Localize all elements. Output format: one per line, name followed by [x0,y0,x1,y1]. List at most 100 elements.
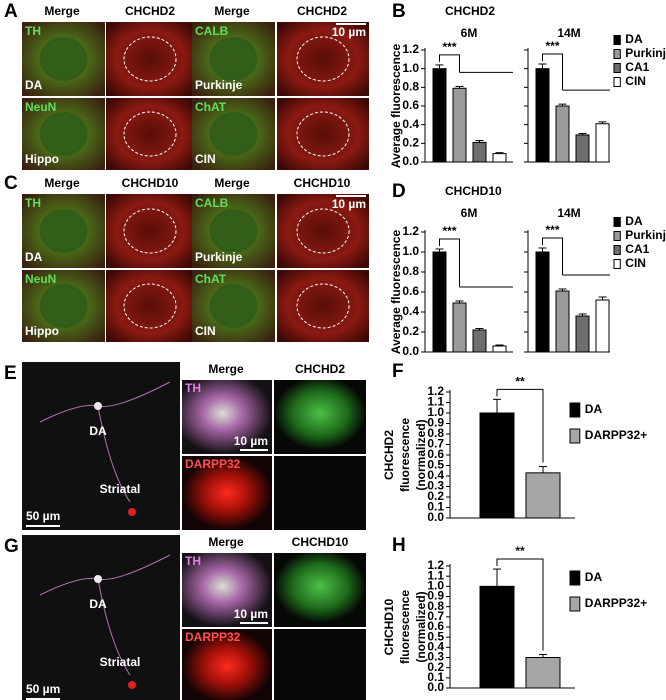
bar [452,87,467,163]
significance-bracket [542,237,563,275]
y-axis-label: Average fluorescence [389,230,403,355]
chart-title: CHCHD2 [445,4,495,18]
red-image [106,22,194,96]
bar [525,657,561,689]
y-axis-label: fluorescence [398,590,412,664]
bar [555,290,570,353]
column-header: CHCHD2 [297,4,347,18]
green-image [274,629,366,700]
y-tick-label: 0.4 [402,117,419,131]
cell-outline [123,283,177,329]
stain-label: TH [25,24,41,38]
stain-label: NeuN [25,100,56,114]
y-tick-label: 0.0 [427,510,444,524]
cell-body [39,37,88,81]
cell-label: CIN [195,152,216,166]
cell-outline [296,208,350,254]
y-tick-label: 0.4 [427,640,444,654]
legend-label: DARPP32+ [585,428,647,442]
cell-label: Purkinje [195,250,243,264]
legend-swatch [613,63,621,73]
stain-label: DARPP32 [185,630,241,644]
y-tick-label: 0.0 [427,680,444,694]
y-tick-label: 0.8 [427,426,444,440]
cell-body [39,284,88,328]
column-header: Merge [44,4,80,18]
y-tick-label: 0.2 [427,489,444,503]
significance-bracket [542,53,563,91]
cell-label: Hippo [25,324,59,338]
legend-label: CA1 [625,242,649,256]
y-tick-label: 0.1 [427,500,444,514]
y-tick-label: 0.6 [427,619,444,633]
red-image [277,194,369,268]
bar [479,585,515,689]
scale-label: 10 µm [332,25,366,39]
group-label: 14M [557,26,580,40]
cell-body [39,112,88,156]
column-header: Merge [208,535,244,549]
y-axis-label: fluorescence [398,418,412,492]
da-cell [94,575,102,583]
column-header: Merge [214,176,250,190]
significance: ** [515,375,525,389]
y-tick-label: 0.9 [427,589,444,603]
bar [595,299,610,353]
y-tick-label: 0.6 [402,284,419,298]
cell-outline [296,36,350,82]
stain-label: TH [25,196,41,210]
panel-letter: H [392,535,406,556]
column-header: Merge [214,4,250,18]
column-header: CHCHD10 [294,176,351,190]
significance: *** [545,223,559,237]
bar [432,251,447,353]
bar [452,302,467,353]
legend-swatch [613,231,621,241]
stain-label: TH [185,554,201,568]
overview-label: DA [89,424,107,438]
scale-label: 10 µm [234,607,268,621]
y-tick-label: 1.0 [427,579,444,593]
y-axis-label: Average fluorescence [389,44,403,169]
legend-swatch [613,245,621,255]
y-tick-label: 0.0 [402,344,419,358]
cell-body [209,37,258,81]
bar [525,472,561,519]
legend-label: Purkinje [625,46,666,60]
y-tick-label: 1.2 [402,224,419,238]
striatal-cell [128,508,136,516]
overview-image [22,535,180,700]
bar [575,315,590,353]
overview-label: Striatal [100,655,141,669]
y-tick-label: 0.8 [427,599,444,613]
legend-label: DARPP32+ [585,596,647,610]
y-axis-label: CHCHD2 [382,430,396,480]
y-tick-label: 1.0 [402,244,419,258]
overview-label: Striatal [100,482,141,496]
significance: ** [515,544,525,558]
bar [432,68,447,163]
bar [575,134,590,163]
cell-outline [296,283,350,329]
red-image [182,456,272,530]
overview-label: DA [89,597,107,611]
legend-label: CA1 [625,60,649,74]
significance-bracket [496,388,544,463]
y-axis-label: (normalized) [414,591,428,662]
significance: *** [442,224,456,238]
cell-label: Purkinje [195,78,243,92]
legend-swatch [613,217,621,227]
cell-label: DA [25,250,43,264]
legend-swatch [613,35,621,45]
legend-swatch [569,570,581,586]
cell-label: CIN [195,324,216,338]
stain-label: NeuN [25,272,56,286]
stain-label: ChAT [195,272,227,286]
stain-label: CALB [195,196,229,210]
y-tick-label: 0.7 [427,609,444,623]
legend-swatch [569,596,581,612]
legend-swatch [613,259,621,269]
legend-label: DA [585,570,603,584]
panel-letter: F [392,361,404,382]
